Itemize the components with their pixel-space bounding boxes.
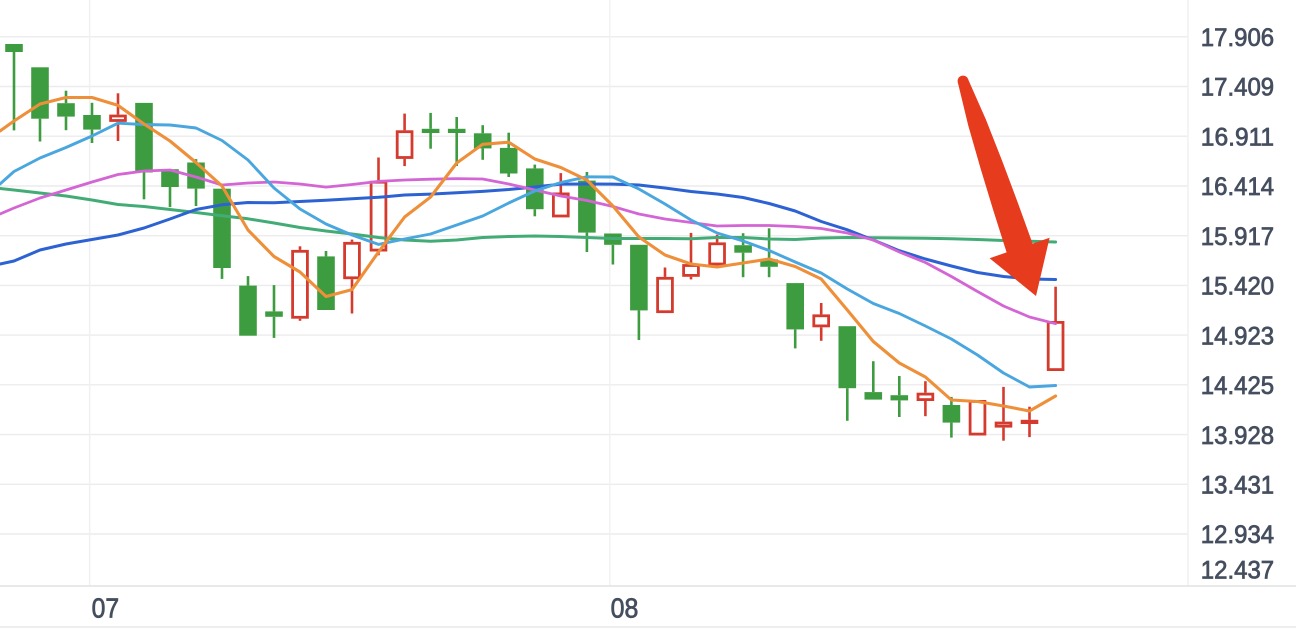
svg-text:17.409: 17.409 [1201, 74, 1274, 102]
svg-text:16.414: 16.414 [1201, 173, 1274, 201]
svg-text:15.917: 15.917 [1201, 223, 1274, 251]
svg-text:13.431: 13.431 [1201, 472, 1274, 500]
svg-text:16.911: 16.911 [1201, 123, 1274, 151]
svg-text:12.437: 12.437 [1201, 557, 1274, 585]
svg-text:08: 08 [611, 592, 639, 623]
svg-text:12.934: 12.934 [1201, 521, 1274, 549]
svg-text:13.928: 13.928 [1201, 422, 1274, 450]
svg-text:17.906: 17.906 [1201, 24, 1274, 52]
svg-text:15.420: 15.420 [1201, 273, 1274, 301]
svg-text:07: 07 [92, 592, 120, 623]
svg-text:14.425: 14.425 [1201, 372, 1274, 400]
svg-text:14.923: 14.923 [1201, 322, 1274, 350]
